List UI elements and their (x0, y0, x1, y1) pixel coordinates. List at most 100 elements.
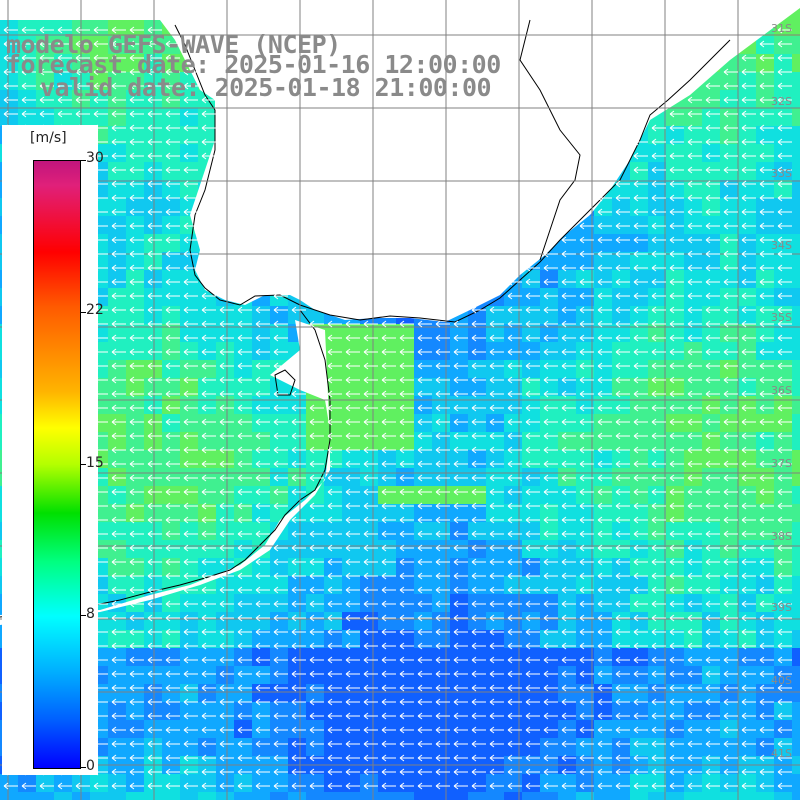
wind-arrow (201, 670, 216, 678)
wind-arrow (255, 558, 270, 566)
wind-arrow (417, 698, 432, 706)
speed-cell (540, 720, 558, 738)
speed-cell (90, 36, 108, 54)
speed-cell (306, 720, 324, 738)
wind-arrow (345, 334, 360, 342)
wind-arrow (309, 768, 324, 776)
speed-cell (468, 702, 486, 720)
speed-cell (684, 738, 702, 756)
speed-cell (450, 378, 468, 396)
wind-arrow (201, 684, 216, 692)
wind-arrow (435, 656, 450, 664)
speed-cell (414, 522, 432, 540)
speed-cell (594, 378, 612, 396)
speed-cell (180, 504, 198, 522)
wind-arrow (741, 334, 756, 342)
wind-arrow (381, 614, 396, 622)
wind-arrow (597, 264, 612, 272)
wind-arrow (345, 460, 360, 468)
speed-cell (486, 414, 504, 432)
wind-arrow (651, 208, 666, 216)
wind-arrow (777, 656, 792, 664)
wind-arrow (525, 558, 540, 566)
wind-arrow (633, 474, 648, 482)
speed-cell (666, 342, 684, 360)
wind-arrow (597, 418, 612, 426)
wind-arrow (687, 124, 702, 132)
wind-arrow (543, 768, 558, 776)
wind-arrow (741, 362, 756, 370)
speed-cell (720, 90, 738, 108)
wind-arrow (219, 306, 234, 314)
wind-arrow (471, 586, 486, 594)
wind-arrow (237, 348, 252, 356)
wind-arrow (219, 614, 234, 622)
speed-cell (540, 486, 558, 504)
wind-arrow (183, 474, 198, 482)
wind-arrow (399, 656, 414, 664)
wind-arrow (579, 222, 594, 230)
speed-cell (0, 36, 18, 54)
wind-arrow (147, 166, 162, 174)
speed-cell (450, 666, 468, 684)
wind-arrow (633, 502, 648, 510)
wind-arrow (723, 544, 738, 552)
speed-cell (324, 720, 342, 738)
speed-cell (252, 468, 270, 486)
speed-cell (774, 126, 792, 144)
wind-arrow (651, 530, 666, 538)
wind-arrow (561, 782, 576, 790)
speed-cell (162, 270, 180, 288)
wind-arrow (183, 82, 198, 90)
wind-arrow (147, 642, 162, 650)
speed-cell (648, 450, 666, 468)
speed-cell (576, 666, 594, 684)
speed-cell (540, 378, 558, 396)
speed-cell (468, 450, 486, 468)
wind-arrow (561, 418, 576, 426)
speed-cell (126, 684, 144, 702)
wind-arrow (507, 418, 522, 426)
wind-arrow (561, 614, 576, 622)
speed-cell (378, 612, 396, 630)
speed-cell (684, 576, 702, 594)
wind-arrow (219, 516, 234, 524)
speed-cell (360, 432, 378, 450)
speed-cell (684, 270, 702, 288)
speed-cell (666, 162, 684, 180)
wind-arrow (705, 474, 720, 482)
wind-arrow (777, 110, 792, 118)
speed-cell (126, 108, 144, 126)
wind-arrow (759, 754, 774, 762)
speed-cell (180, 414, 198, 432)
speed-cell (558, 288, 576, 306)
wind-arrow (579, 516, 594, 524)
wind-arrow (777, 180, 792, 188)
wind-arrow (399, 390, 414, 398)
speed-cell (522, 360, 540, 378)
wind-arrow (669, 390, 684, 398)
wind-arrow (129, 600, 144, 608)
wind-arrow (129, 684, 144, 692)
speed-cell (396, 360, 414, 378)
wind-arrow (471, 684, 486, 692)
wind-arrow (39, 96, 54, 104)
speed-cell (612, 432, 630, 450)
speed-cell (522, 630, 540, 648)
speed-cell (144, 396, 162, 414)
speed-cell (756, 540, 774, 558)
speed-cell (648, 270, 666, 288)
wind-arrow (615, 446, 630, 454)
speed-cell (630, 648, 648, 666)
speed-cell (612, 594, 630, 612)
wind-arrow (129, 586, 144, 594)
speed-cell (468, 792, 486, 800)
speed-cell (180, 306, 198, 324)
wind-arrow (453, 446, 468, 454)
model-title: modelo GEFS-WAVE (NCEP) (6, 30, 341, 59)
wind-arrow (741, 558, 756, 566)
wind-arrow (687, 432, 702, 440)
wind-arrow (705, 180, 720, 188)
wind-arrow (471, 306, 486, 314)
wind-arrow (147, 446, 162, 454)
